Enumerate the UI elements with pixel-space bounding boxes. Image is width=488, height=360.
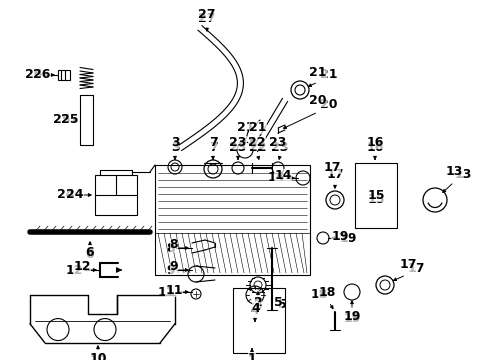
Text: 17: 17 [398,258,416,271]
Text: 22: 22 [249,141,266,154]
Text: 19: 19 [339,231,357,244]
Text: 18: 18 [318,285,335,298]
Text: 2: 2 [253,298,262,311]
Text: 9: 9 [166,264,175,276]
Text: 3: 3 [170,136,179,149]
Text: 20: 20 [308,94,326,107]
Bar [58,70,70,80]
Text: 6: 6 [85,246,94,258]
Text: 10: 10 [89,354,106,360]
Text: 2: 2 [253,296,262,309]
Text: 24: 24 [58,189,75,202]
Text: 16: 16 [366,136,383,149]
Text: 17: 17 [407,261,425,274]
Text: 4: 4 [251,301,260,315]
Text: 17: 17 [323,162,340,175]
Bar [155,165,309,275]
Text: 18: 18 [310,288,327,301]
Text: 23: 23 [271,141,288,154]
Text: 24: 24 [66,189,83,202]
Text: 13: 13 [445,166,462,179]
Text: 3: 3 [170,141,179,154]
Text: 26: 26 [33,68,51,81]
Text: 1: 1 [247,354,256,360]
Text: 8: 8 [166,242,175,255]
Text: 7: 7 [208,141,217,154]
Text: 21: 21 [308,66,326,78]
Bar [354,163,396,228]
Text: 1: 1 [247,351,256,360]
Text: 11: 11 [165,284,183,297]
Text: 21: 21 [237,121,254,135]
Text: 20: 20 [319,99,337,112]
Text: 12: 12 [65,264,83,276]
Text: 9: 9 [169,261,178,274]
Bar [232,288,285,353]
Text: 19: 19 [343,311,360,324]
Text: 25: 25 [61,113,79,126]
Text: 7: 7 [208,136,217,149]
Text: 6: 6 [85,248,94,261]
Text: 19: 19 [343,310,360,323]
Text: 12: 12 [73,261,91,274]
Text: 5: 5 [273,296,282,309]
Text: 19: 19 [331,230,348,243]
Text: 21: 21 [249,121,266,135]
Text: 8: 8 [169,238,178,252]
Text: 21: 21 [319,68,337,81]
Text: 10: 10 [89,351,106,360]
Text: 27: 27 [198,12,215,24]
Text: 14: 14 [267,171,285,184]
Text: 23: 23 [269,136,286,149]
Text: 5: 5 [278,298,286,311]
Text: 22: 22 [248,136,265,149]
Text: 17: 17 [325,168,343,181]
Text: 23: 23 [229,136,246,149]
Text: 11: 11 [157,285,175,298]
Text: 23: 23 [229,141,246,154]
Text: 16: 16 [366,141,383,154]
Text: 27: 27 [198,8,215,21]
Text: 13: 13 [454,168,471,181]
FancyArrowPatch shape [116,268,121,272]
Text: 26: 26 [24,68,42,81]
Text: 15: 15 [366,193,384,207]
Bar [95,175,137,215]
Text: 14: 14 [274,170,291,183]
Text: 25: 25 [52,113,70,126]
Text: 15: 15 [366,189,384,202]
Text: 4: 4 [250,303,259,316]
